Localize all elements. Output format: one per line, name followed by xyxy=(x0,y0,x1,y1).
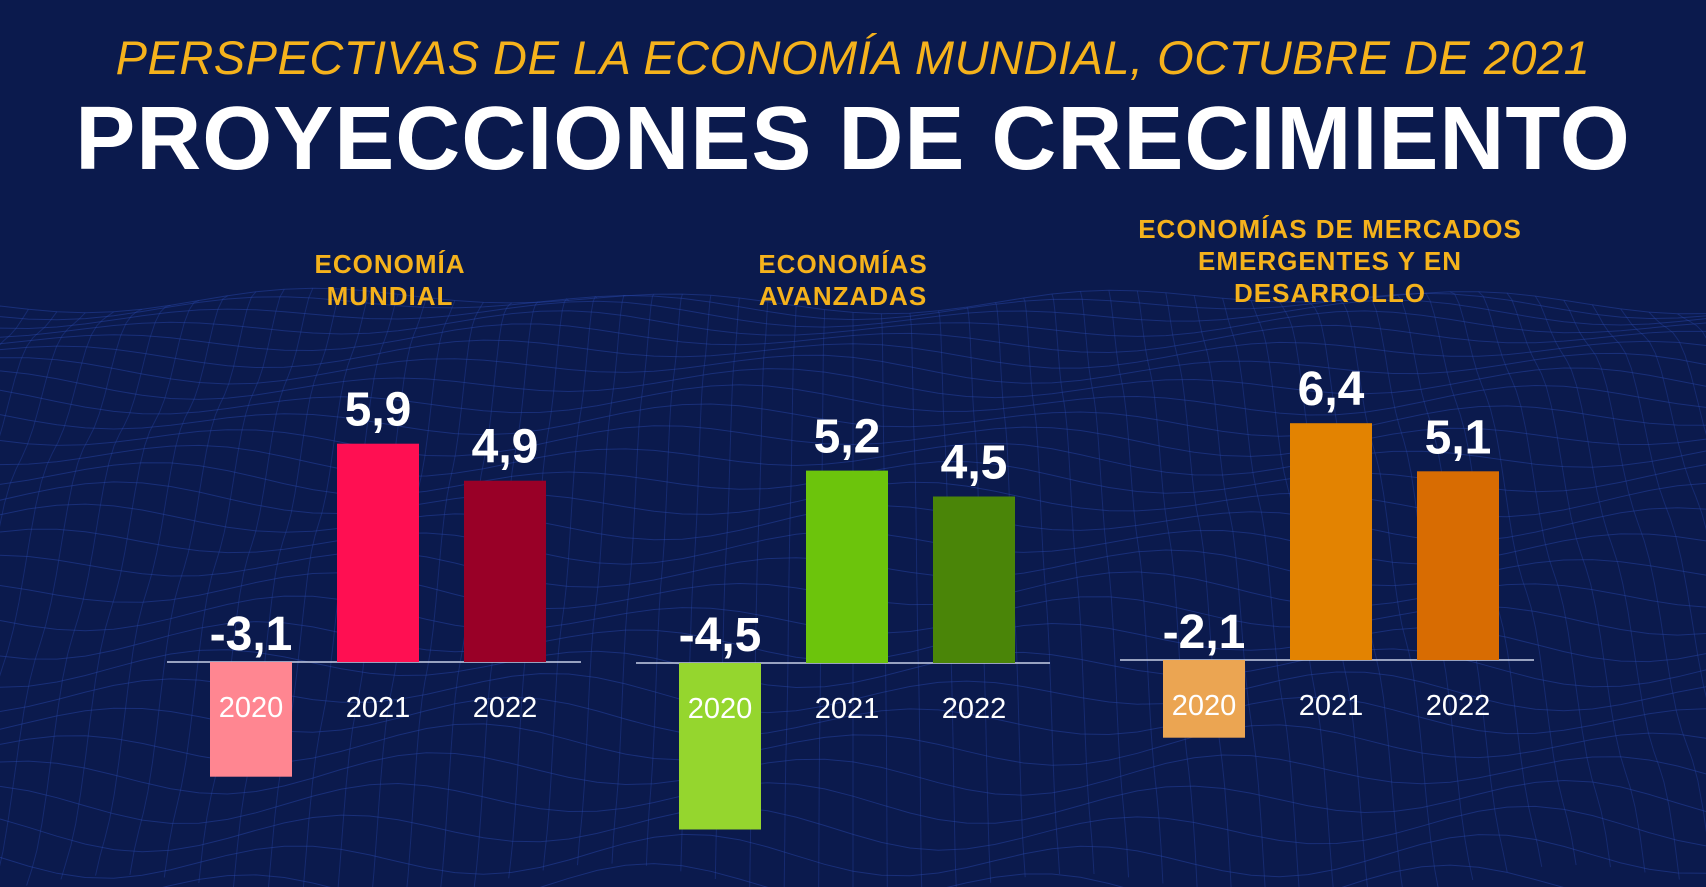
chart-title: ECONOMÍA xyxy=(315,249,466,279)
category-label: 2022 xyxy=(1426,690,1491,722)
chart-title: MUNDIAL xyxy=(327,281,454,311)
chart-title: AVANZADAS xyxy=(759,281,927,311)
value-label: -2,1 xyxy=(1163,606,1246,659)
category-label: 2020 xyxy=(688,693,753,725)
category-label: 2022 xyxy=(942,693,1007,725)
bar-2022 xyxy=(933,496,1015,663)
chart-title: EMERGENTES Y EN xyxy=(1198,246,1462,276)
category-label: 2020 xyxy=(219,692,284,724)
bar-2020 xyxy=(210,662,292,777)
value-label: -4,5 xyxy=(679,609,762,662)
value-label: 5,1 xyxy=(1425,411,1492,464)
bar-2021 xyxy=(1290,423,1372,660)
chart-title: ECONOMÍAS DE MERCADOS xyxy=(1138,214,1522,244)
subtitle: PERSPECTIVAS DE LA ECONOMÍA MUNDIAL, OCT… xyxy=(115,31,1591,84)
value-label: -3,1 xyxy=(210,608,293,661)
category-label: 2021 xyxy=(1299,690,1364,722)
value-label: 4,9 xyxy=(472,421,539,474)
bar-2021 xyxy=(337,443,419,662)
bar-2021 xyxy=(806,470,888,663)
bar-2022 xyxy=(1417,471,1499,660)
category-label: 2020 xyxy=(1172,690,1237,722)
bar-2020 xyxy=(679,663,761,830)
value-label: 5,2 xyxy=(814,411,881,464)
chart-title: ECONOMÍAS xyxy=(758,249,927,279)
bar-2022 xyxy=(464,480,546,662)
chart-title: DESARROLLO xyxy=(1234,278,1426,308)
page-title: PROYECCIONES DE CRECIMIENTO xyxy=(75,89,1631,189)
bar-2020 xyxy=(1163,660,1245,738)
value-label: 5,9 xyxy=(345,384,412,437)
value-label: 4,5 xyxy=(941,437,1008,490)
category-label: 2021 xyxy=(815,693,880,725)
category-label: 2021 xyxy=(346,692,411,724)
value-label: 6,4 xyxy=(1298,363,1365,416)
category-label: 2022 xyxy=(473,692,538,724)
